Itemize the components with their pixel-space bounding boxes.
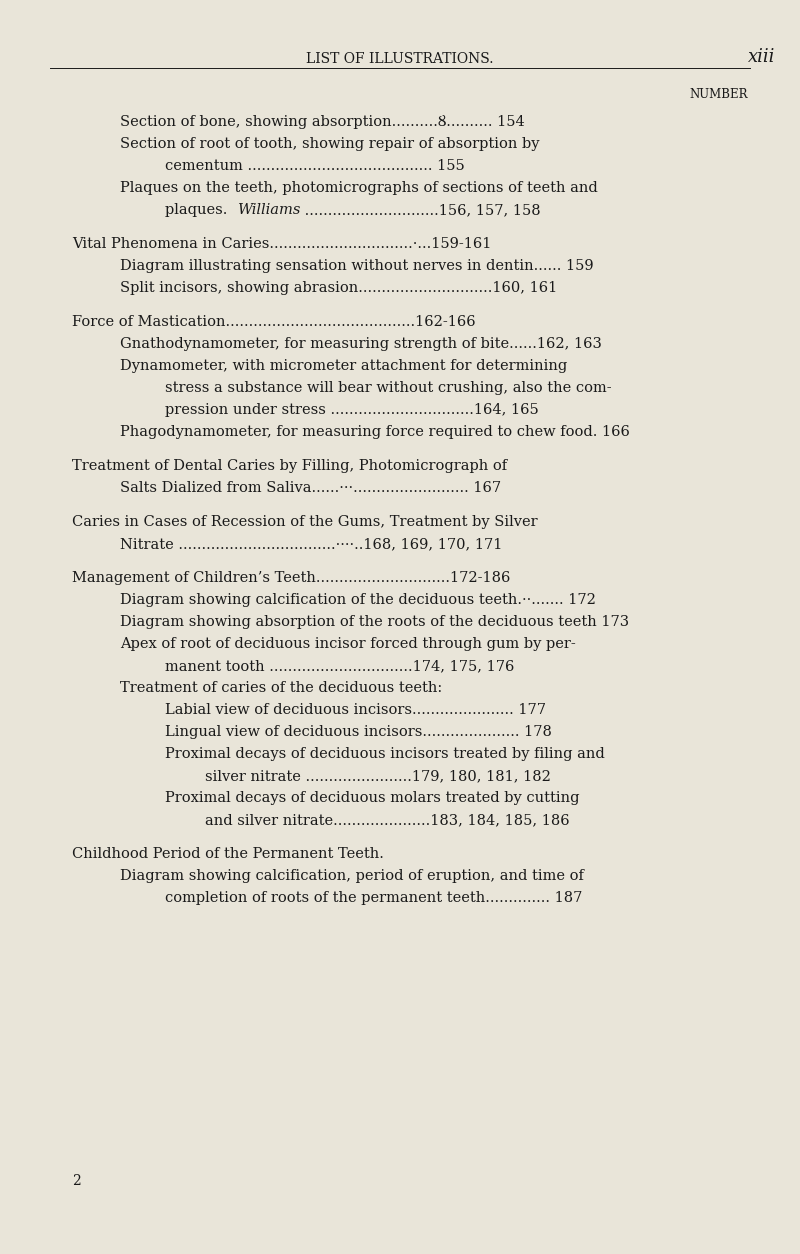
Text: 2: 2 xyxy=(72,1174,81,1188)
Text: Force of Mastication.........................................162-166: Force of Mastication....................… xyxy=(72,315,476,329)
Text: Treatment of Dental Caries by Filling, Photomicrograph of: Treatment of Dental Caries by Filling, P… xyxy=(72,459,507,473)
Text: Lingual view of deciduous incisors..................... 178: Lingual view of deciduous incisors......… xyxy=(165,725,552,739)
Text: silver nitrate .......................179, 180, 181, 182: silver nitrate .......................17… xyxy=(205,769,551,782)
Text: Vital Phenomena in Caries...............................·...159-161: Vital Phenomena in Caries...............… xyxy=(72,237,491,251)
Text: Apex of root of deciduous incisor forced through gum by per-: Apex of root of deciduous incisor forced… xyxy=(120,637,576,651)
Text: Nitrate ..................................····..168, 169, 170, 171: Nitrate ................................… xyxy=(120,537,502,551)
Text: Diagram showing calcification, period of eruption, and time of: Diagram showing calcification, period of… xyxy=(120,869,584,883)
Text: Section of bone, showing absorption..........Ȣ.......... 154: Section of bone, showing absorption.....… xyxy=(120,115,525,129)
Text: Split incisors, showing abrasion.............................160, 161: Split incisors, showing abrasion........… xyxy=(120,281,558,295)
Text: completion of roots of the permanent teeth.............. 187: completion of roots of the permanent tee… xyxy=(165,892,582,905)
Text: xiii: xiii xyxy=(748,48,776,66)
Text: LIST OF ILLUSTRATIONS.: LIST OF ILLUSTRATIONS. xyxy=(306,51,494,66)
Text: cementum ........................................ 155: cementum ...............................… xyxy=(165,159,465,173)
Text: plaques.: plaques. xyxy=(165,203,237,217)
Text: Dynamometer, with micrometer attachment for determining: Dynamometer, with micrometer attachment … xyxy=(120,359,567,372)
Text: Plaques on the teeth, photomicrographs of sections of teeth and: Plaques on the teeth, photomicrographs o… xyxy=(120,181,598,196)
Text: Diagram showing absorption of the roots of the deciduous teeth 173: Diagram showing absorption of the roots … xyxy=(120,614,629,630)
Text: Salts Dialized from Saliva......···......................... 167: Salts Dialized from Saliva......···.....… xyxy=(120,482,501,495)
Text: stress a substance will bear without crushing, also the com-: stress a substance will bear without cru… xyxy=(165,381,612,395)
Text: NUMBER: NUMBER xyxy=(690,88,748,102)
Text: and silver nitrate.....................183, 184, 185, 186: and silver nitrate.....................1… xyxy=(205,813,570,826)
Text: pression under stress ...............................164, 165: pression under stress ..................… xyxy=(165,403,538,418)
Text: Williams: Williams xyxy=(237,203,300,217)
Text: Management of Children’s Teeth.............................172-186: Management of Children’s Teeth..........… xyxy=(72,571,510,586)
Text: Labial view of deciduous incisors...................... 177: Labial view of deciduous incisors.......… xyxy=(165,703,546,717)
Text: Caries in Cases of Recession of the Gums, Treatment by Silver: Caries in Cases of Recession of the Gums… xyxy=(72,515,538,529)
Text: Treatment of caries of the deciduous teeth:: Treatment of caries of the deciduous tee… xyxy=(120,681,442,695)
Text: Section of root of tooth, showing repair of absorption by: Section of root of tooth, showing repair… xyxy=(120,137,539,150)
Text: Gnathodynamometer, for measuring strength of bite......162, 163: Gnathodynamometer, for measuring strengt… xyxy=(120,337,602,351)
Text: Phagodynamometer, for measuring force required to chew food. 166: Phagodynamometer, for measuring force re… xyxy=(120,425,630,439)
Text: Proximal decays of deciduous incisors treated by filing and: Proximal decays of deciduous incisors tr… xyxy=(165,747,605,761)
Text: .............................156, 157, 158: .............................156, 157, 1… xyxy=(300,203,541,217)
Text: Childhood Period of the Permanent Teeth.: Childhood Period of the Permanent Teeth. xyxy=(72,846,384,861)
Text: Diagram showing calcification of the deciduous teeth.··....... 172: Diagram showing calcification of the dec… xyxy=(120,593,596,607)
Text: manent tooth ...............................174, 175, 176: manent tooth ...........................… xyxy=(165,660,514,673)
Text: Proximal decays of deciduous molars treated by cutting: Proximal decays of deciduous molars trea… xyxy=(165,791,579,805)
Text: Diagram illustrating sensation without nerves in dentin...... 159: Diagram illustrating sensation without n… xyxy=(120,260,594,273)
